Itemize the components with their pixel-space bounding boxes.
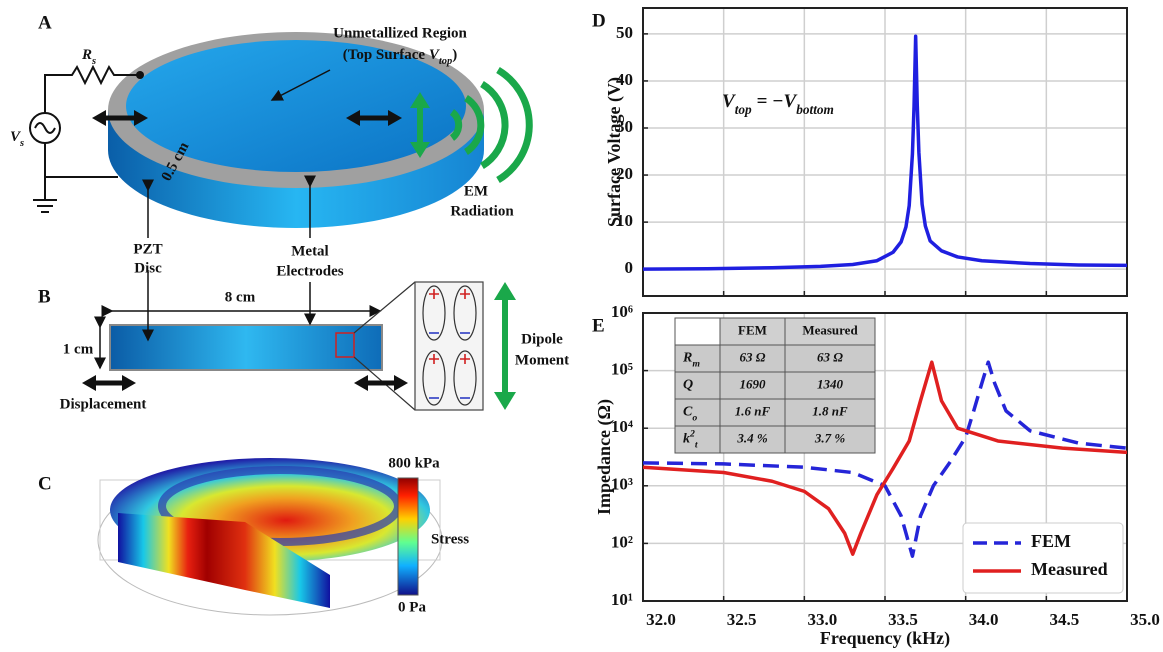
- colorbar-label: Stress: [431, 531, 469, 547]
- arrow-heads: [82, 375, 408, 391]
- dipole-label: Moment: [515, 352, 569, 368]
- table-value: 1690: [740, 376, 767, 391]
- text-part: t: [695, 439, 698, 450]
- zoom-box: [415, 282, 483, 410]
- panel-label: B: [38, 286, 51, 307]
- pzt-label: PZT: [133, 241, 162, 257]
- text-part: o: [692, 412, 697, 423]
- y-tick-label: 10²: [611, 532, 633, 551]
- panel-c: C 800 kPa Stress 0 Pa: [38, 455, 469, 615]
- text-part: s: [19, 138, 24, 149]
- y-tick-label: 10³: [611, 475, 633, 494]
- y-axis-title: Impedance (Ω): [594, 399, 615, 515]
- table-value: 1.8 nF: [812, 403, 848, 418]
- table-value: 1.6 nF: [735, 403, 771, 418]
- y-tick-label: 10⁴: [611, 417, 633, 436]
- y-tick-label: 10⁵: [611, 360, 633, 379]
- table-value: 3.4 %: [736, 430, 768, 445]
- y-tick-label: 0: [625, 258, 634, 277]
- height-label: 1 cm: [63, 341, 94, 357]
- displacement-label: Displacement: [60, 396, 147, 412]
- colorbar-max: 800 kPa: [388, 455, 440, 471]
- legend-label: Measured: [1031, 559, 1108, 579]
- table-header: Measured: [802, 322, 858, 337]
- table-cell: [675, 399, 720, 426]
- table-row-label: Q: [683, 378, 693, 393]
- em-label: EM: [464, 183, 488, 199]
- text-part: ): [452, 47, 457, 63]
- text-part: bottom: [796, 102, 834, 117]
- dipole-label: Dipole: [521, 331, 563, 347]
- pzt-bar: [110, 325, 382, 370]
- panel-a: A Rs Vs Unmetallized Region (Top Surface…: [10, 12, 529, 279]
- text-part: (Top Surface: [343, 47, 429, 63]
- x-tick-label: 33.5: [888, 610, 918, 629]
- text-part: k: [683, 432, 690, 447]
- source-label: Vs: [10, 129, 24, 148]
- x-tick-label: 32.5: [727, 610, 757, 629]
- terminal: [136, 71, 144, 79]
- text-part: s: [91, 56, 96, 67]
- table-value: 63 Ω: [817, 349, 843, 364]
- resistor-label: Rs: [81, 47, 96, 66]
- table-value: 3.7 %: [814, 430, 846, 445]
- table-header: FEM: [738, 322, 767, 337]
- text-part: R: [682, 351, 692, 366]
- text-part: 2: [689, 428, 695, 439]
- table-value: 63 Ω: [740, 349, 766, 364]
- colorbar-min: 0 Pa: [398, 599, 426, 615]
- text-part: top: [439, 56, 452, 67]
- text-part: top: [735, 102, 752, 117]
- y-tick-label: 50: [616, 23, 633, 42]
- x-tick-label: 34.5: [1049, 610, 1079, 629]
- table-cell: [675, 318, 720, 345]
- panel-label: D: [592, 10, 606, 31]
- metal-label: Electrodes: [276, 263, 343, 279]
- table-cell: [675, 372, 720, 399]
- y-tick-label: 10⁶: [611, 302, 633, 321]
- panel-label: A: [38, 12, 52, 33]
- text-part: m: [692, 358, 700, 369]
- panel-b: B 8 cm 1 cm Dipole Moment Displacement: [38, 270, 569, 412]
- x-axis-title: Frequency (kHz): [820, 628, 950, 649]
- x-tick-label: 34.0: [969, 610, 999, 629]
- text-part: Q: [683, 378, 693, 393]
- text-part: = −: [752, 91, 784, 112]
- text-part: R: [81, 47, 92, 63]
- x-tick-label: 32.0: [646, 610, 676, 629]
- figure: A Rs Vs Unmetallized Region (Top Surface…: [0, 0, 1163, 652]
- em-label: Radiation: [450, 203, 514, 219]
- width-label: 8 cm: [225, 289, 256, 305]
- x-tick-label: 33.0: [807, 610, 837, 629]
- y-axis-title: Surface Voltage (V): [604, 77, 625, 227]
- x-tick-label: 35.0: [1130, 610, 1160, 629]
- table-value: 1340: [817, 376, 844, 391]
- cut-face: [118, 513, 245, 590]
- panel-label: C: [38, 473, 52, 494]
- region-label: Unmetallized Region: [333, 25, 467, 41]
- metal-label: Metal: [291, 243, 328, 259]
- legend-label: FEM: [1031, 531, 1071, 551]
- colorbar: [398, 478, 418, 595]
- y-tick-label: 10¹: [611, 590, 633, 609]
- panel-label: E: [592, 315, 605, 336]
